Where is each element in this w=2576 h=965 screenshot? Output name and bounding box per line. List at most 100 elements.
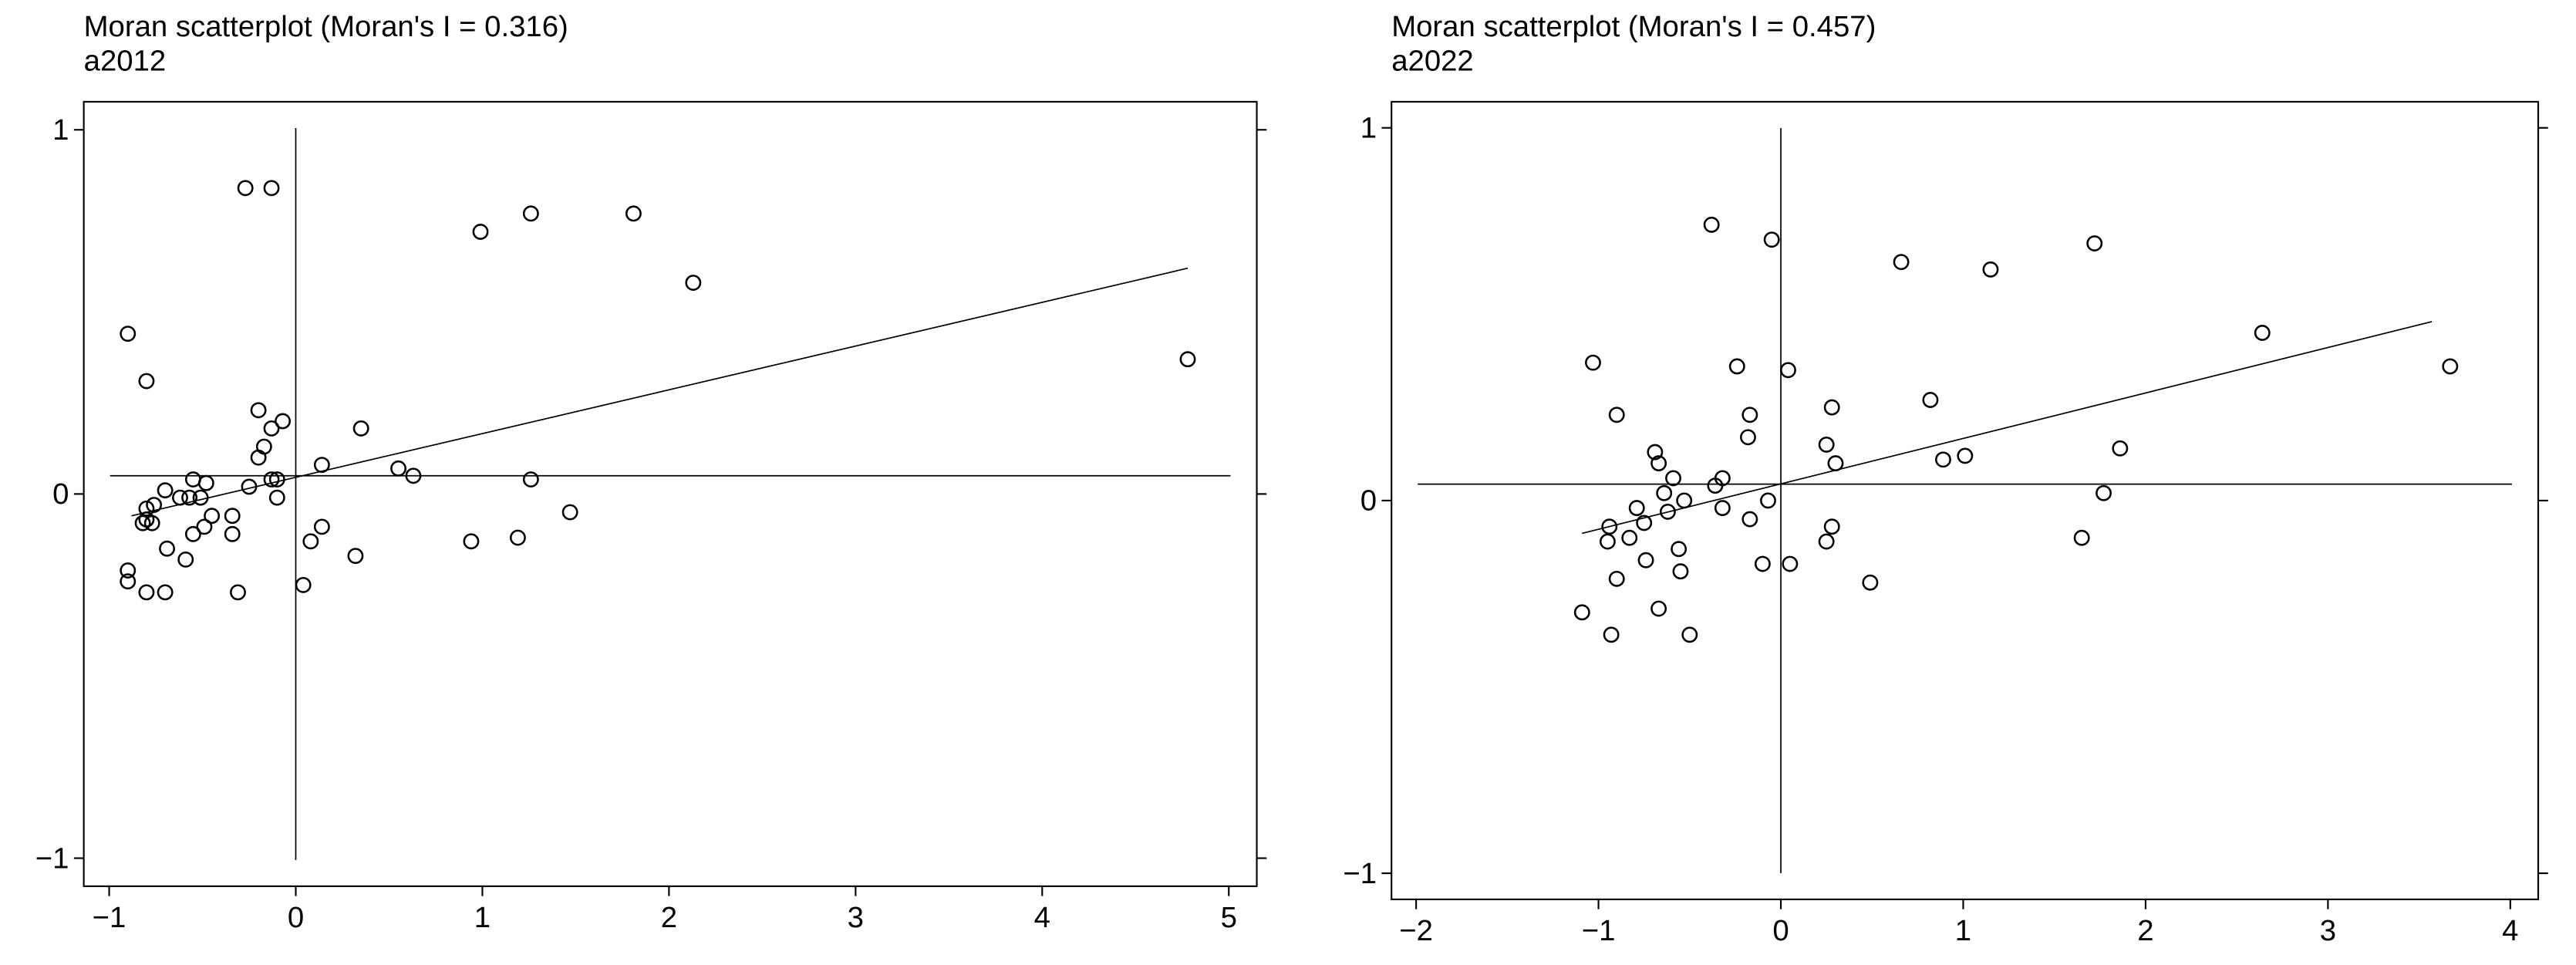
point xyxy=(1760,492,1776,509)
point xyxy=(241,478,258,495)
point xyxy=(1676,492,1693,509)
point xyxy=(390,460,406,477)
x-tick-label: 3 xyxy=(848,901,864,934)
point xyxy=(1818,437,1835,453)
point xyxy=(1982,261,1999,278)
point xyxy=(268,471,285,488)
point xyxy=(1780,362,1796,379)
point xyxy=(1763,231,1780,248)
point xyxy=(1703,216,1720,233)
point xyxy=(2112,440,2129,457)
point xyxy=(472,224,489,240)
point xyxy=(237,180,254,197)
chart-subtitle: a2022 xyxy=(1391,45,1474,78)
point xyxy=(1179,351,1196,368)
point xyxy=(1728,358,1745,375)
point xyxy=(463,533,480,550)
point xyxy=(157,482,174,499)
point xyxy=(1672,563,1689,580)
x-tick-label: 2 xyxy=(661,901,677,934)
point xyxy=(134,515,151,531)
y-tick-label: 1 xyxy=(52,113,69,147)
point xyxy=(138,584,155,601)
point xyxy=(1827,455,1844,472)
point xyxy=(1782,555,1799,572)
point xyxy=(685,275,702,291)
point xyxy=(2254,325,2271,341)
x-tick-label: 0 xyxy=(288,901,304,934)
y-tick-label: −1 xyxy=(1343,857,1377,890)
point xyxy=(2442,358,2459,375)
point xyxy=(204,508,221,525)
point xyxy=(313,457,330,474)
point xyxy=(263,471,280,488)
point xyxy=(192,489,209,506)
x-tick-label: 2 xyxy=(2137,914,2153,947)
point xyxy=(1608,407,1625,423)
point xyxy=(1599,533,1616,550)
x-tick-label: −2 xyxy=(1399,914,1433,947)
point xyxy=(196,518,213,535)
point xyxy=(1659,503,1676,520)
plot-frame xyxy=(1391,100,2540,900)
point xyxy=(197,474,214,491)
point xyxy=(1650,455,1667,472)
point xyxy=(1681,626,1698,643)
point xyxy=(263,180,280,197)
point xyxy=(224,525,241,542)
point xyxy=(1823,518,1840,535)
point xyxy=(1603,626,1620,643)
point xyxy=(120,573,137,590)
point xyxy=(1585,354,1601,371)
point xyxy=(120,562,137,579)
point xyxy=(146,497,163,513)
y-tick-label: 1 xyxy=(1360,112,1377,145)
y-tick-label: −1 xyxy=(35,842,69,875)
point xyxy=(157,584,174,601)
point xyxy=(177,551,194,568)
point xyxy=(159,540,175,557)
point xyxy=(313,518,330,535)
point xyxy=(522,205,539,222)
point xyxy=(2073,529,2090,546)
point xyxy=(250,402,267,419)
point xyxy=(1665,470,1681,487)
x-tick-label: 5 xyxy=(1221,901,1237,934)
point xyxy=(275,413,291,430)
point xyxy=(1754,555,1771,572)
point xyxy=(1573,604,1590,621)
point xyxy=(138,373,155,390)
point xyxy=(1823,399,1840,416)
fit-line xyxy=(1582,321,2433,535)
point xyxy=(1650,600,1667,617)
point xyxy=(1637,552,1654,569)
point xyxy=(1741,511,1758,528)
point xyxy=(184,525,201,542)
point xyxy=(295,577,312,593)
point xyxy=(2096,484,2112,501)
point xyxy=(302,533,319,550)
point xyxy=(1818,533,1835,550)
point xyxy=(1647,444,1664,461)
point xyxy=(1671,541,1688,558)
x-tick-label: 1 xyxy=(474,901,491,934)
fit-line xyxy=(131,267,1189,517)
point xyxy=(1862,574,1879,591)
x-tick-label: −1 xyxy=(1582,914,1616,947)
point xyxy=(255,438,272,455)
x-tick-label: 3 xyxy=(2320,914,2336,947)
x-tick-label: 1 xyxy=(1955,914,1971,947)
point xyxy=(1714,500,1731,516)
point xyxy=(1740,429,1756,446)
point xyxy=(1656,484,1673,501)
point xyxy=(1636,515,1653,531)
point xyxy=(1608,570,1625,587)
point xyxy=(1935,451,1951,468)
chart-subtitle: a2012 xyxy=(84,45,167,78)
point xyxy=(1893,254,1910,271)
x-tick-label: 4 xyxy=(2502,914,2518,947)
point xyxy=(138,500,155,517)
chart-title: Moran scatterplot (Moran's I = 0.457) xyxy=(1391,10,1876,43)
point xyxy=(263,420,280,437)
